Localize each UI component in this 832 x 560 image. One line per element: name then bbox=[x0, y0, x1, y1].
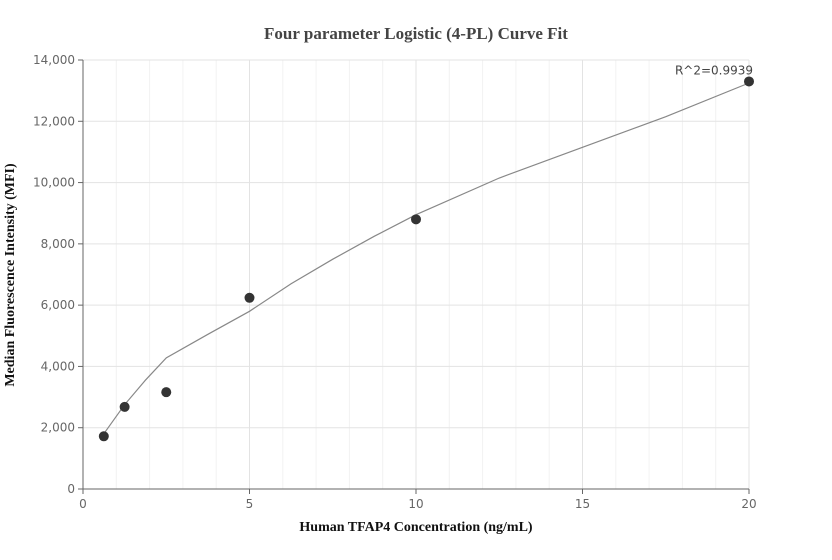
fit-curve bbox=[103, 82, 750, 435]
y-tick-label: 4,000 bbox=[41, 359, 75, 373]
y-tick-label: 2,000 bbox=[41, 421, 75, 435]
data-point bbox=[161, 387, 172, 398]
annotations: R^2=0.9939 bbox=[675, 63, 753, 77]
y-tick-label: 6,000 bbox=[41, 298, 75, 312]
data-points bbox=[98, 76, 754, 442]
tick-labels: 0 5 10 15 20 0 2,000 4,000 6,000 8,000 10,000 12,00… bbox=[33, 53, 757, 511]
x-tick-label: 10 bbox=[408, 497, 423, 511]
y-tick-label: 8,000 bbox=[41, 237, 75, 251]
data-point bbox=[98, 431, 109, 442]
data-point bbox=[119, 401, 130, 412]
axes bbox=[78, 59, 750, 494]
y-tick-label: 0 bbox=[67, 482, 75, 496]
y-tick-label: 12,000 bbox=[33, 114, 75, 128]
data-point bbox=[744, 76, 754, 87]
x-tick-label: 5 bbox=[246, 497, 254, 511]
grid bbox=[83, 59, 750, 489]
x-tick-label: 20 bbox=[741, 497, 756, 511]
fit-curve-group bbox=[103, 82, 750, 435]
y-axis-label: Median Fluorescence Intensity (MFI) bbox=[3, 163, 18, 387]
y-tick-label: 14,000 bbox=[33, 53, 75, 67]
chart-title: Four parameter Logistic (4-PL) Curve Fit bbox=[264, 24, 568, 43]
r-squared-annotation: R^2=0.9939 bbox=[675, 63, 753, 77]
data-point bbox=[411, 214, 421, 225]
x-tick-label: 0 bbox=[79, 497, 87, 511]
x-tick-label: 15 bbox=[575, 497, 590, 511]
x-axis-label: Human TFAP4 Concentration (ng/mL) bbox=[299, 520, 533, 535]
data-point bbox=[244, 292, 255, 303]
y-tick-label: 10,000 bbox=[33, 176, 75, 190]
